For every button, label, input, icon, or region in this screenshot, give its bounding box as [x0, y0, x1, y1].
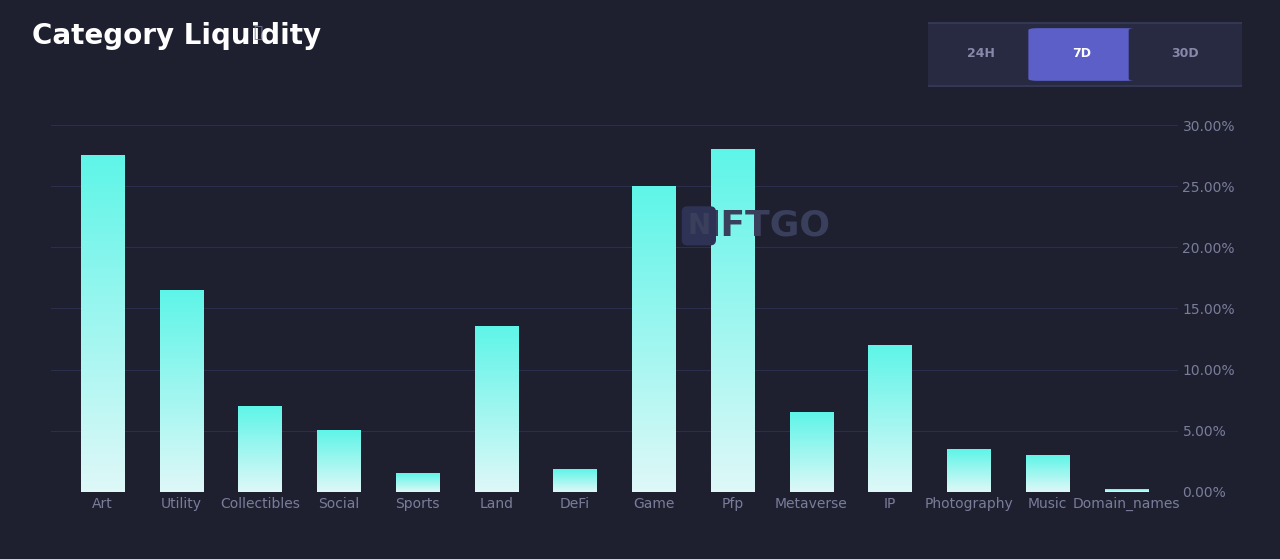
FancyBboxPatch shape — [928, 28, 1034, 81]
Text: 30D: 30D — [1171, 47, 1199, 60]
FancyBboxPatch shape — [1028, 28, 1135, 81]
Text: 7D: 7D — [1073, 47, 1091, 60]
Text: 24H: 24H — [968, 47, 996, 60]
Text: Category Liquidity: Category Liquidity — [32, 22, 321, 50]
Text: NFTGO: NFTGO — [691, 209, 831, 243]
FancyBboxPatch shape — [919, 23, 1251, 86]
FancyBboxPatch shape — [1129, 28, 1242, 81]
Text: ⓘ: ⓘ — [253, 25, 262, 40]
Text: N: N — [687, 212, 710, 240]
